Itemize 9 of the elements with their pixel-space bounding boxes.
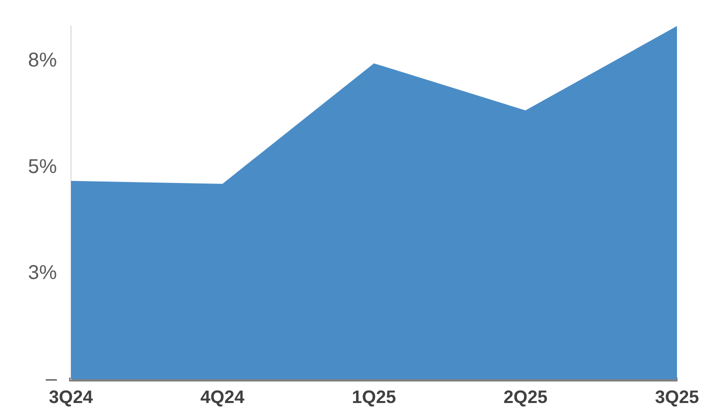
y-tick-label: – [46,368,58,390]
x-tick-label: 1Q25 [352,387,396,408]
x-tick-label: 4Q24 [200,387,244,408]
y-tick-label: 8% [28,50,58,72]
x-tick-label: 3Q25 [654,387,700,408]
x-tick-label: 2Q25 [503,387,548,408]
x-tick-label: 3Q24 [48,387,93,408]
y-tick-label: 5% [28,156,58,178]
y-tick-label: 3% [28,262,58,284]
